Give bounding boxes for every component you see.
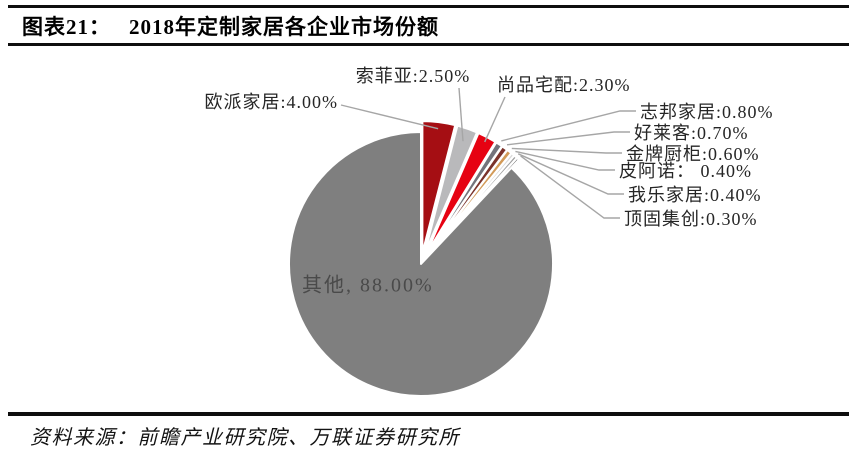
slice-label-goldenhome: 金牌厨柜:0.60%	[626, 144, 760, 164]
leader-line-sofia	[458, 87, 464, 142]
slice-label-zhibang: 志邦家居:0.80%	[640, 102, 774, 122]
slice-label-piano: 皮阿诺： 0.40%	[619, 161, 752, 181]
slice-label-dinggu: 顶固集创:0.30%	[624, 209, 758, 229]
pie-slice-oppein	[421, 120, 457, 255]
slice-label-sofia: 索菲亚:2.50%	[355, 66, 471, 86]
leader-line-holike	[506, 131, 630, 146]
leader-line-zhibang	[501, 110, 636, 142]
leader-line-shangpin	[484, 96, 506, 143]
figure-tag: 图表21：	[22, 15, 111, 39]
title-underline-rule	[8, 43, 849, 46]
leader-line-wole	[517, 153, 624, 195]
figure-title-text: 2018年定制家居各企业市场份额	[129, 15, 439, 39]
footer-rule	[8, 412, 849, 416]
slice-label-holike: 好莱客:0.70%	[634, 123, 749, 143]
top-rule	[8, 5, 849, 8]
leader-line-goldenhome	[511, 147, 622, 154]
source-line: 资料来源：前瞻产业研究院、万联证券研究所	[30, 427, 460, 449]
leader-line-oppein	[340, 104, 439, 130]
slice-label-wole: 我乐家居:0.40%	[628, 185, 762, 205]
slice-label-oppein: 欧派家居:4.00%	[204, 92, 338, 112]
leader-line-dinggu	[520, 155, 620, 219]
figure-title: 图表21： 2018年定制家居各企业市场份额	[22, 11, 439, 41]
pie-slice-others	[288, 131, 554, 397]
pie-slice-sofia	[423, 124, 478, 255]
leader-line-piano	[515, 150, 615, 171]
slice-label-shangpin: 尚品宅配:2.30%	[497, 75, 631, 95]
slice-label-others: 其他, 88.00%	[302, 274, 434, 297]
